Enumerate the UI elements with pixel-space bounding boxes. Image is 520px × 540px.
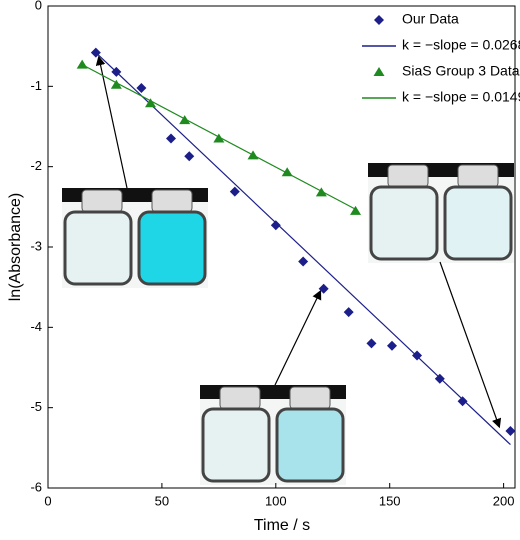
legend-label: k = −slope = 0.01498 per s	[402, 89, 520, 105]
x-tick-label: 0	[44, 493, 51, 508]
marker	[213, 133, 225, 143]
fit-line	[81, 64, 356, 210]
marker	[179, 115, 191, 125]
marker	[373, 67, 385, 76]
marker	[386, 340, 397, 351]
y-tick-label: -5	[30, 399, 42, 414]
marker	[229, 186, 240, 197]
marker	[110, 79, 122, 89]
legend-label: SiaS Group 3 Data	[402, 63, 520, 79]
marker	[366, 338, 377, 349]
y-tick-label: -1	[30, 78, 42, 93]
y-tick-label: -3	[30, 238, 42, 253]
marker	[343, 307, 354, 318]
marker	[298, 256, 309, 267]
marker	[145, 98, 157, 108]
marker	[184, 151, 195, 162]
marker	[270, 220, 281, 231]
legend-label: Our Data	[402, 11, 459, 27]
x-tick-label: 150	[379, 493, 401, 508]
marker	[315, 187, 327, 197]
x-axis-label: Time / s	[254, 517, 310, 534]
y-tick-label: -2	[30, 158, 42, 173]
y-tick-label: -4	[30, 319, 42, 334]
marker	[505, 425, 516, 436]
inset-photos	[60, 55, 516, 487]
y-tick-label: 0	[35, 0, 42, 12]
fit-line	[95, 52, 511, 446]
marker	[136, 82, 147, 93]
x-tick-label: 200	[493, 493, 515, 508]
y-tick-label: -6	[30, 479, 42, 494]
marker	[457, 396, 468, 407]
marker	[350, 205, 362, 215]
marker	[374, 15, 384, 25]
y-axis-label: ln(Absorbance)	[7, 193, 24, 302]
marker	[166, 133, 177, 144]
x-tick-label: 100	[265, 493, 287, 508]
legend-label: k = −slope = 0.02684 per s	[402, 37, 520, 53]
marker	[318, 283, 329, 294]
x-tick-label: 50	[155, 493, 169, 508]
